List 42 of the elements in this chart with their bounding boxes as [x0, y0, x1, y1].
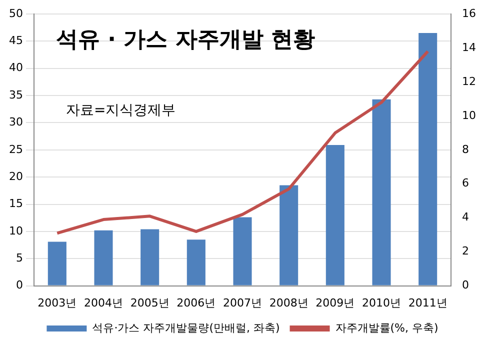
y-tick-label: 45 — [8, 34, 23, 48]
y-tick-label: 0 — [16, 278, 23, 292]
y-tick-label: 25 — [8, 142, 23, 156]
bar — [280, 185, 298, 286]
bar — [48, 242, 66, 286]
x-tick-label: 2008년 — [269, 296, 308, 310]
x-tick-label: 2004년 — [84, 296, 123, 310]
x-tick-label: 2005년 — [130, 296, 170, 310]
x-tick-label: 2006년 — [176, 296, 216, 310]
bar — [326, 145, 344, 286]
legend-label: 자주개발률(%, 우축) — [335, 321, 438, 334]
y-tick-label: 50 — [8, 6, 23, 20]
y2-tick-label: 6 — [462, 176, 470, 190]
y-tick-label: 40 — [8, 61, 23, 74]
y-tick-label: 15 — [8, 197, 23, 210]
bar — [233, 217, 252, 286]
x-tick-label: 2003년 — [38, 296, 77, 310]
y2-tick-label: 10 — [462, 108, 476, 122]
y-tick-label: 30 — [8, 116, 23, 129]
y2-tick-label: 16 — [462, 6, 476, 20]
y2-tick-label: 8 — [462, 142, 470, 156]
y2-tick-label: 2 — [462, 244, 470, 258]
x-tick-label: 2011년 — [408, 296, 448, 310]
x-tick-label: 2009년 — [316, 296, 355, 310]
y2-tick-label: 4 — [462, 210, 470, 224]
y-tick-label: 5 — [16, 251, 23, 264]
y2-tick-label: 0 — [462, 278, 470, 292]
bar — [418, 33, 438, 286]
legend-label: 석유·가스 자주개발물량(만배럴, 좌축) — [92, 321, 280, 334]
bar — [140, 229, 160, 286]
y-tick-label: 20 — [8, 170, 23, 183]
x-tick-label: 2010년 — [362, 296, 401, 310]
y2-tick-label: 14 — [462, 40, 476, 54]
text: 석유 · 가스 자주개발 현황 — [56, 28, 315, 53]
y-tick-label: 10 — [8, 224, 23, 238]
x-tick-label: 2007년 — [223, 296, 262, 310]
bar — [94, 230, 113, 286]
bar — [186, 240, 206, 286]
y-tick-label: 35 — [8, 88, 23, 102]
y2-tick-label: 12 — [462, 74, 476, 88]
annotation: 자료=지식경제부 — [66, 102, 176, 119]
bar — [372, 99, 391, 286]
